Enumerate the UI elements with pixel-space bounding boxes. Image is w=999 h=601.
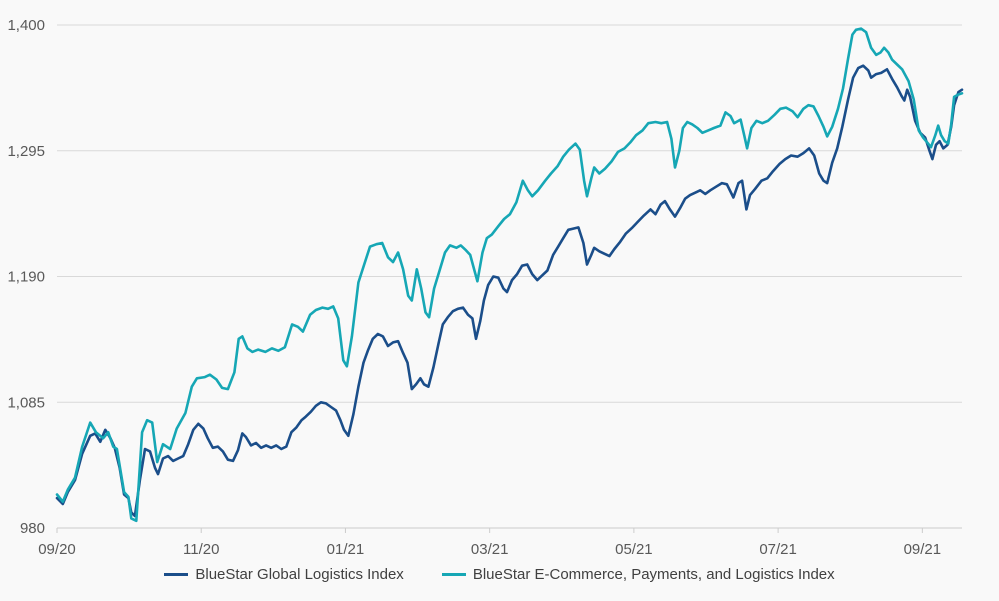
x-axis-tick-label: 07/21 xyxy=(759,541,797,558)
y-axis-tick-label: 980 xyxy=(20,520,45,537)
y-axis-tick-label: 1,295 xyxy=(7,143,45,160)
chart-legend: BlueStar Global Logistics Index BlueStar… xyxy=(0,566,999,583)
legend-item-ecommerce-payments-logistics: BlueStar E-Commerce, Payments, and Logis… xyxy=(441,566,835,583)
series-line-1 xyxy=(55,27,964,523)
legend-label-global-logistics: BlueStar Global Logistics Index xyxy=(195,566,404,583)
legend-item-global-logistics: BlueStar Global Logistics Index xyxy=(164,566,404,583)
navy-line-swatch-icon xyxy=(164,573,189,576)
x-axis-tick-label: 01/21 xyxy=(327,541,365,558)
x-axis-tick-label: 03/21 xyxy=(471,541,509,558)
legend-label-ecommerce-payments-logistics: BlueStar E-Commerce, Payments, and Logis… xyxy=(472,566,835,583)
teal-line-swatch-icon xyxy=(441,573,466,576)
y-axis-tick-label: 1,400 xyxy=(7,17,45,34)
x-axis-tick-label: 05/21 xyxy=(615,541,653,558)
y-axis-tick-label: 1,190 xyxy=(7,269,45,286)
y-axis-tick-label: 1,085 xyxy=(7,394,45,411)
x-axis-tick-label: 09/20 xyxy=(38,541,76,558)
x-axis-tick-label: 11/20 xyxy=(183,541,219,558)
x-axis-tick-label: 09/21 xyxy=(904,541,942,558)
series-line-0 xyxy=(55,64,964,518)
